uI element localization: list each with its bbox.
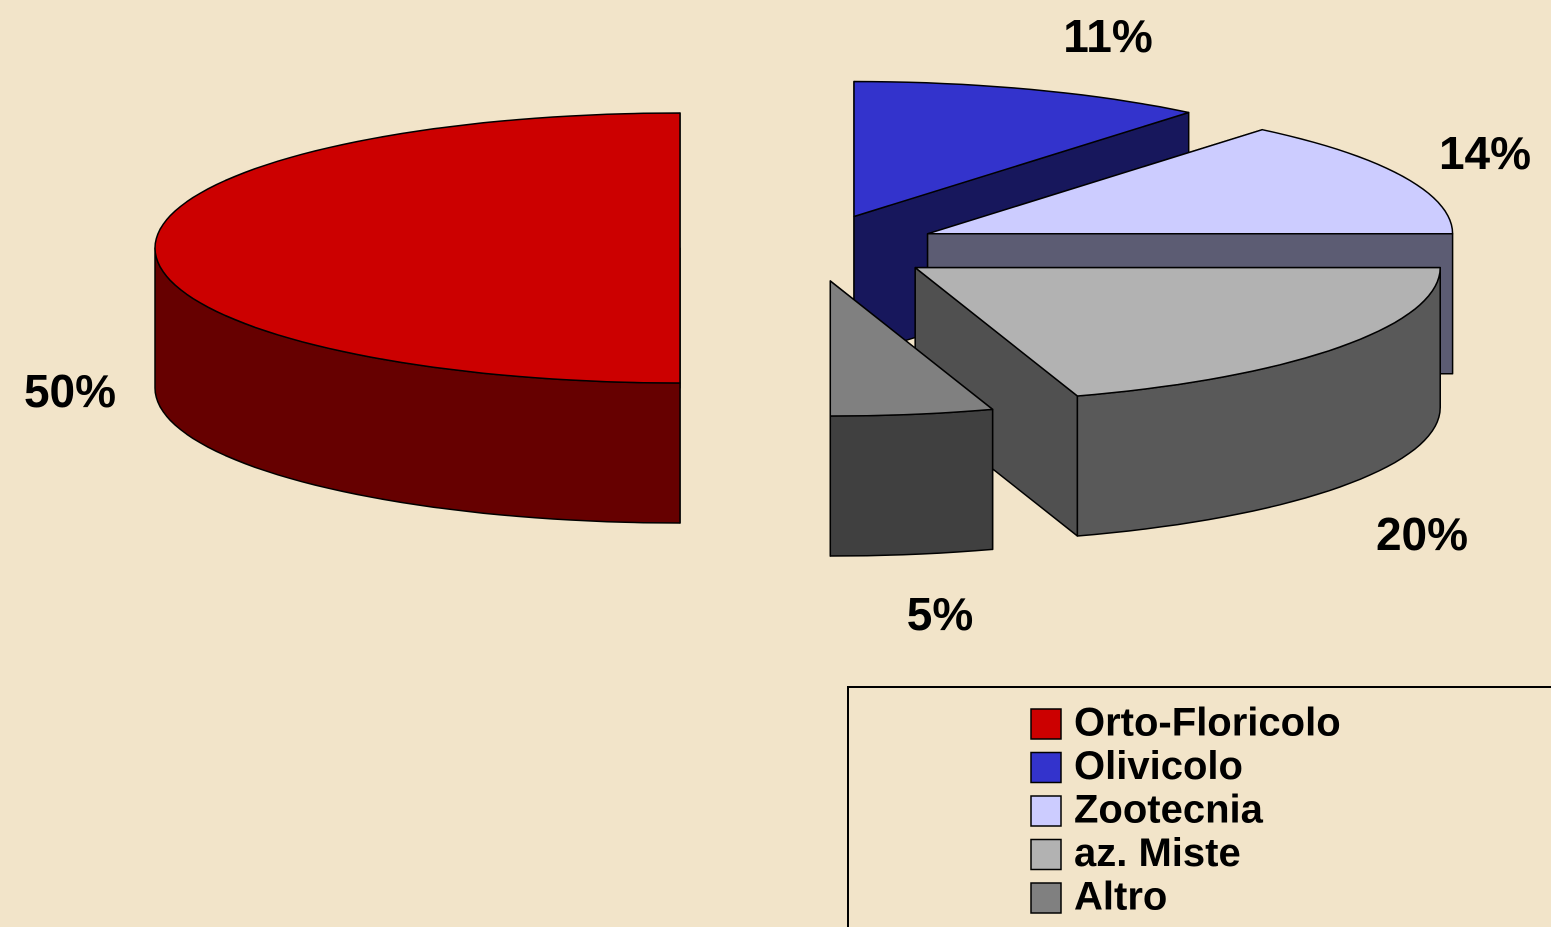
legend-label: Olivicolo: [1074, 744, 1243, 788]
legend-label: Orto-Floricolo: [1074, 701, 1341, 745]
slice: [853, 80, 1190, 218]
legend-label: az. Miste: [1074, 831, 1241, 875]
value-label: 50%: [24, 365, 116, 417]
legend-swatch: [1030, 838, 1062, 871]
legend-swatch: [1030, 882, 1062, 914]
value-labels: 50% 11% 14% 20% 5%: [24, 10, 1531, 640]
legend-label: Zootecnia: [1074, 788, 1264, 832]
slice: [154, 112, 681, 384]
slice-wall: [829, 408, 994, 557]
slice: [926, 128, 1454, 235]
legend-swatch: [1030, 751, 1062, 784]
value-label: 11%: [1063, 10, 1153, 62]
value-label: 5%: [907, 588, 973, 640]
legend-label: Altro: [1074, 875, 1167, 919]
pie: [154, 80, 1454, 557]
value-label: 14%: [1439, 127, 1531, 179]
legend-box: [847, 686, 1551, 927]
slice: [829, 280, 994, 417]
value-label: 20%: [1376, 508, 1468, 560]
legend-swatch: [1030, 795, 1062, 827]
slice: [914, 266, 1441, 397]
legend-swatch: [1030, 708, 1062, 740]
